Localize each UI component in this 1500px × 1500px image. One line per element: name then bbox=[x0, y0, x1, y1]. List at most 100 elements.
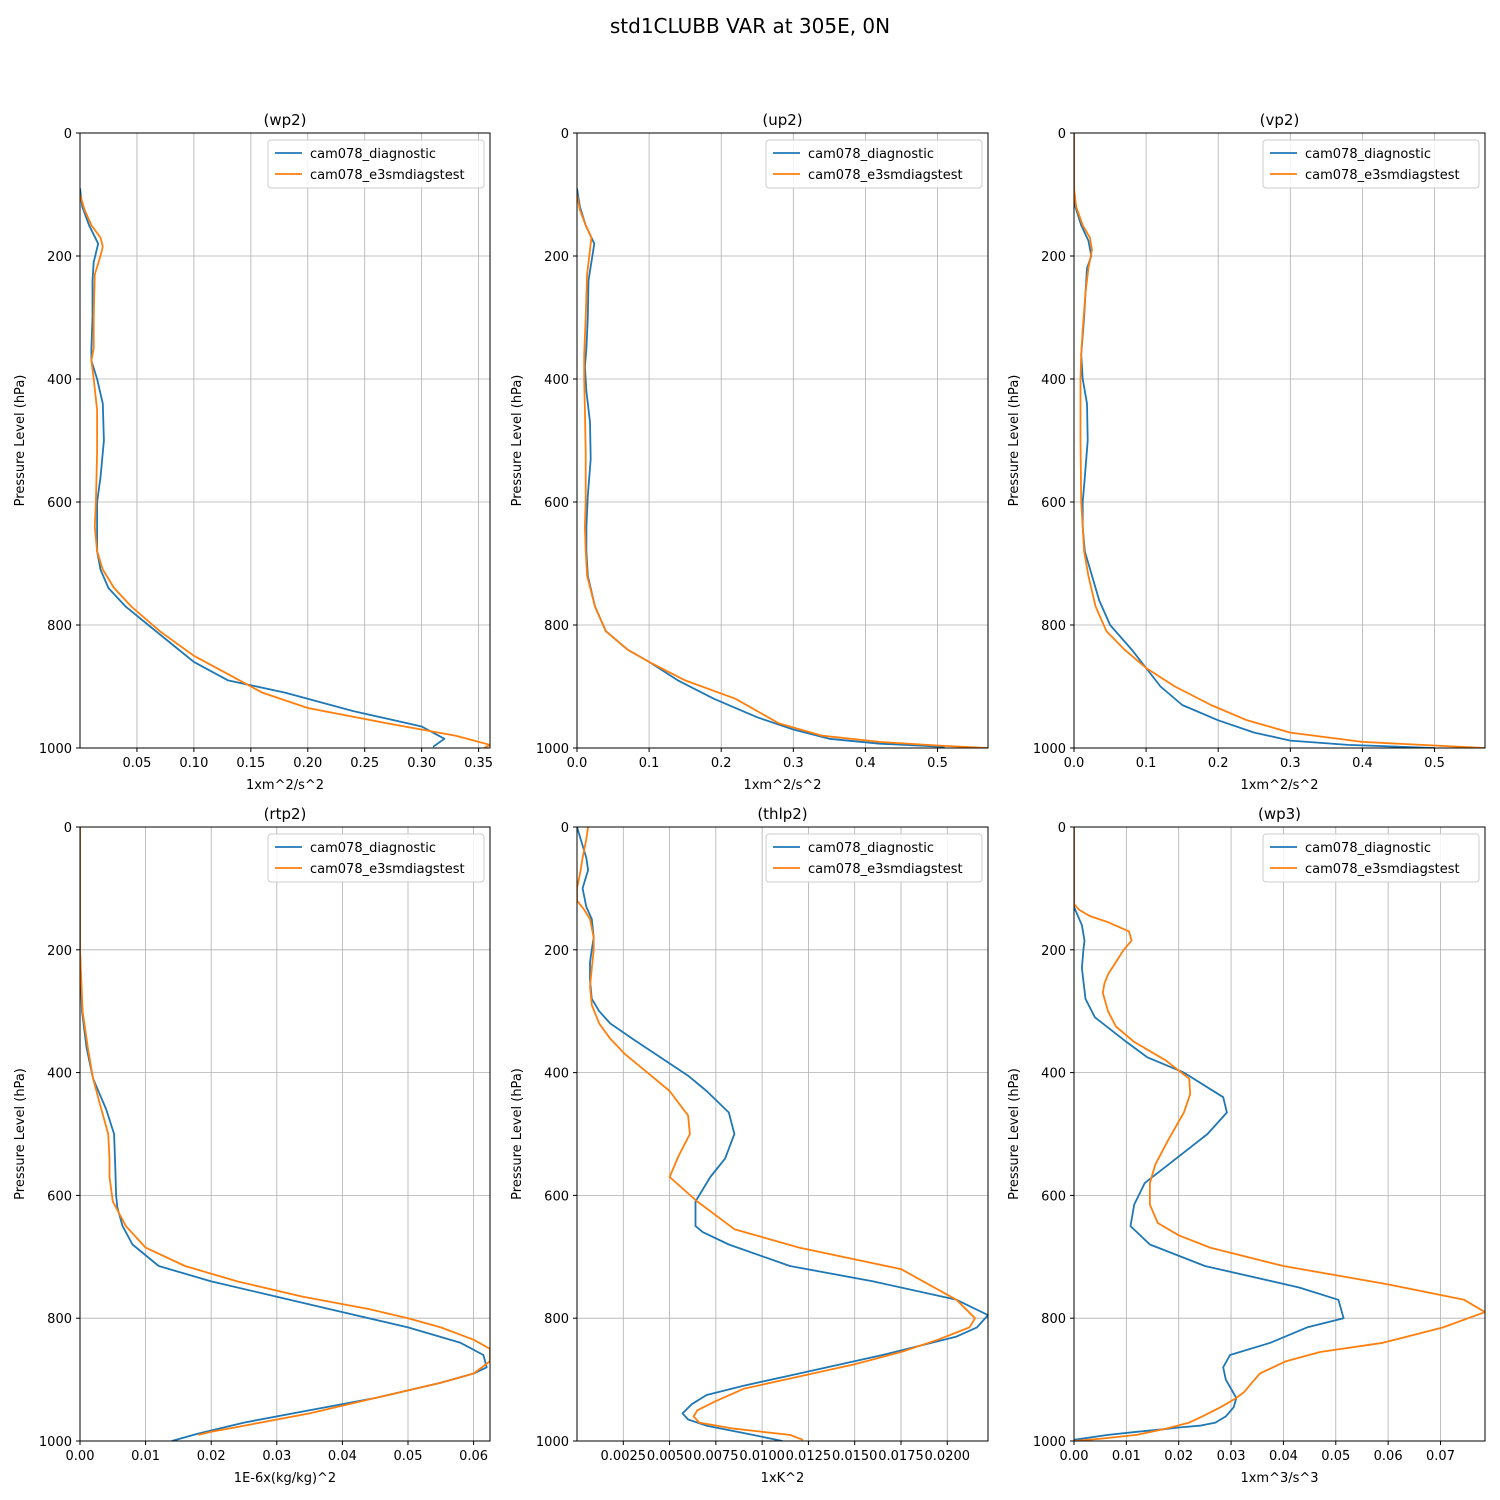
x-tick-label: 0.04 bbox=[1269, 1449, 1298, 1464]
y-tick-label: 200 bbox=[47, 944, 72, 959]
y-tick-label: 200 bbox=[47, 250, 72, 265]
x-tick-label: 0.35 bbox=[464, 756, 493, 771]
legend: cam078_diagnostic cam078_e3smdiagstest bbox=[267, 139, 485, 189]
legend-label: cam078_diagnostic bbox=[310, 841, 436, 856]
figure-title: std1CLUBB VAR at 305E, 0N bbox=[609, 14, 891, 38]
chart-panel-1: 0.05 0.10 0.15 0.20 0.25 0.30 0.35 0 200 400 600 80… bbox=[13, 111, 493, 793]
legend: cam078_diagnostic cam078_e3smdiagstest bbox=[765, 833, 983, 883]
x-tick-label: 0.5 bbox=[927, 756, 948, 771]
x-axis-label: 1xm^2/s^2 bbox=[743, 778, 821, 793]
y-tick-label: 800 bbox=[544, 619, 569, 634]
axes-frame bbox=[79, 132, 491, 749]
y-tick-label: 0 bbox=[1058, 821, 1066, 836]
x-tick-label: 0.20 bbox=[293, 756, 322, 771]
y-axis-label: Pressure Level (hPa) bbox=[13, 1068, 28, 1200]
x-tick-label: 0.02 bbox=[197, 1449, 226, 1464]
x-tick-label: 0.3 bbox=[783, 756, 804, 771]
x-axis-label: 1xm^2/s^2 bbox=[1240, 778, 1318, 793]
y-tick-label: 800 bbox=[1041, 619, 1066, 634]
x-tick-label: 0.3 bbox=[1280, 756, 1301, 771]
y-tick-label: 1000 bbox=[39, 742, 72, 757]
axes-frame bbox=[1073, 132, 1486, 749]
x-tick-label: 0.0200 bbox=[925, 1449, 971, 1464]
chart-panel-5: 0.0025 0.0050 0.0075 0.0100 0.0125 0.0150 0.01… bbox=[510, 805, 989, 1486]
legend-label: cam078_diagnostic bbox=[310, 147, 436, 162]
y-tick-label: 600 bbox=[47, 496, 72, 511]
y-axis-label: Pressure Level (hPa) bbox=[1007, 375, 1022, 507]
x-axis-label: 1xm^3/s^3 bbox=[1240, 1471, 1318, 1486]
legend: cam078_diagnostic cam078_e3smdiagstest bbox=[1262, 833, 1480, 883]
x-tick-label: 0.2 bbox=[1208, 756, 1229, 771]
series-line-1 bbox=[577, 188, 945, 748]
series-line-1 bbox=[577, 827, 988, 1441]
y-tick-label: 0 bbox=[561, 127, 569, 142]
x-tick-label: 0.03 bbox=[262, 1449, 291, 1464]
chart-panel-3: 0.0 0.1 0.2 0.3 0.4 0.5 0 200 400 600 800 1000 (vp2)… bbox=[1007, 111, 1486, 793]
y-tick-label: 200 bbox=[544, 250, 569, 265]
axes-frame bbox=[576, 826, 989, 1442]
x-tick-label: 0.04 bbox=[328, 1449, 357, 1464]
x-tick-label: 0.1 bbox=[639, 756, 660, 771]
series-line-1 bbox=[80, 188, 446, 748]
series-line-2 bbox=[80, 827, 490, 1436]
x-tick-label: 0.00 bbox=[1060, 1449, 1089, 1464]
y-tick-label: 0 bbox=[1058, 127, 1066, 142]
y-tick-label: 1000 bbox=[536, 1435, 569, 1450]
axes-frame bbox=[1073, 826, 1486, 1442]
series-line-2 bbox=[1074, 827, 1485, 1441]
legend-box bbox=[267, 833, 485, 883]
x-tick-label: 0.00 bbox=[66, 1449, 95, 1464]
series-line-1 bbox=[1074, 827, 1345, 1441]
x-tick-label: 0.0150 bbox=[832, 1449, 878, 1464]
chart-title: (wp3) bbox=[1258, 805, 1301, 823]
y-tick-label: 600 bbox=[1041, 496, 1066, 511]
legend-box bbox=[765, 833, 983, 883]
x-tick-label: 0.4 bbox=[1352, 756, 1373, 771]
x-tick-label: 0.2 bbox=[711, 756, 732, 771]
series-line-2 bbox=[577, 194, 988, 748]
x-tick-label: 0.01 bbox=[1112, 1449, 1141, 1464]
chart-title: (up2) bbox=[762, 111, 802, 129]
x-tick-label: 0.30 bbox=[407, 756, 436, 771]
chart-title: (thlp2) bbox=[757, 805, 807, 823]
x-tick-label: 0.07 bbox=[1426, 1449, 1455, 1464]
chart-title: (rtp2) bbox=[264, 805, 307, 823]
legend-label: cam078_e3smdiagstest bbox=[808, 862, 963, 877]
series-line-2 bbox=[80, 194, 490, 748]
chart-panel-4: 0.00 0.01 0.02 0.03 0.04 0.05 0.06 0 200 400 600 80… bbox=[13, 805, 491, 1486]
y-tick-label: 200 bbox=[1041, 250, 1066, 265]
y-tick-label: 0 bbox=[64, 127, 72, 142]
x-tick-label: 0.0175 bbox=[878, 1449, 924, 1464]
series-line-1 bbox=[80, 827, 488, 1441]
x-tick-label: 0.5 bbox=[1424, 756, 1445, 771]
y-tick-label: 400 bbox=[1041, 373, 1066, 388]
x-axis-label: 1xK^2 bbox=[761, 1471, 805, 1486]
legend: cam078_diagnostic cam078_e3smdiagstest bbox=[267, 833, 485, 883]
legend-label: cam078_diagnostic bbox=[808, 147, 934, 162]
y-tick-label: 600 bbox=[1041, 1189, 1066, 1204]
x-tick-label: 0.01 bbox=[131, 1449, 160, 1464]
legend-label: cam078_diagnostic bbox=[808, 841, 934, 856]
legend-box bbox=[1262, 139, 1480, 189]
y-tick-label: 600 bbox=[47, 1189, 72, 1204]
y-tick-label: 600 bbox=[544, 496, 569, 511]
y-tick-label: 400 bbox=[47, 1067, 72, 1082]
y-tick-label: 200 bbox=[1041, 944, 1066, 959]
y-tick-label: 800 bbox=[544, 1312, 569, 1327]
legend-label: cam078_diagnostic bbox=[1305, 147, 1431, 162]
x-tick-label: 0.25 bbox=[350, 756, 379, 771]
legend-label: cam078_e3smdiagstest bbox=[808, 168, 963, 183]
y-tick-label: 1000 bbox=[1033, 1435, 1066, 1450]
y-tick-label: 800 bbox=[47, 1312, 72, 1327]
x-axis-label: 1xm^2/s^2 bbox=[246, 778, 324, 793]
legend-box bbox=[267, 139, 485, 189]
y-axis-label: Pressure Level (hPa) bbox=[510, 1068, 525, 1200]
axes-frame bbox=[79, 826, 491, 1442]
y-tick-label: 200 bbox=[544, 944, 569, 959]
axes-frame bbox=[576, 132, 989, 749]
y-tick-label: 400 bbox=[1041, 1067, 1066, 1082]
series-line-2 bbox=[577, 827, 976, 1441]
x-tick-label: 0.0075 bbox=[693, 1449, 739, 1464]
x-axis-label: 1E-6x(kg/kg)^2 bbox=[234, 1471, 336, 1486]
x-tick-label: 0.02 bbox=[1164, 1449, 1193, 1464]
